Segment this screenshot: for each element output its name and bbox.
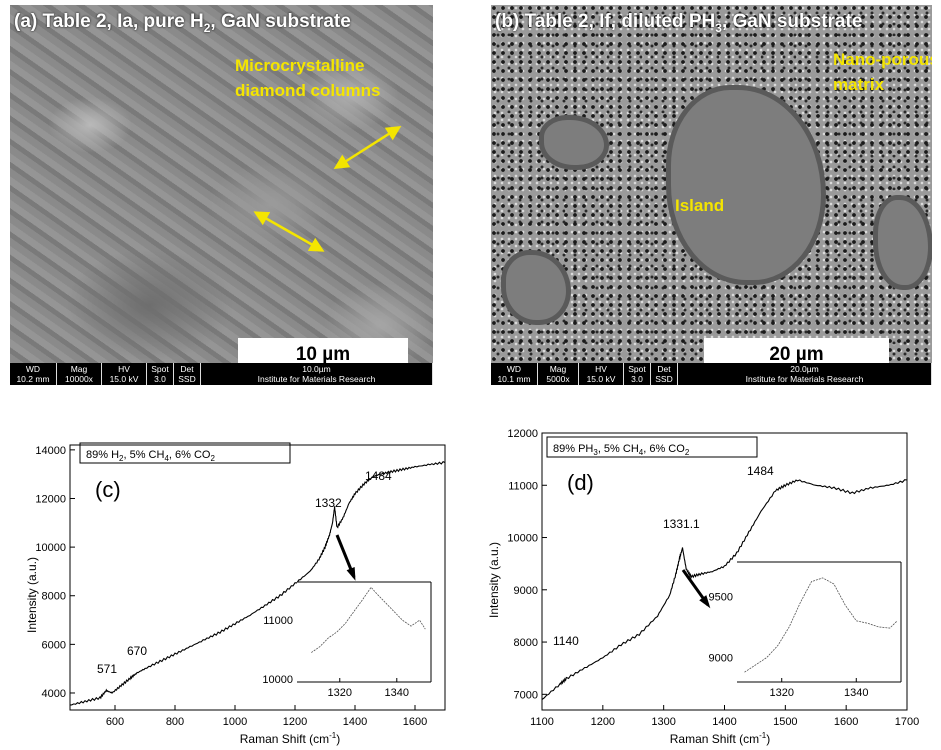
x-tick-label-c: 1400 — [343, 716, 367, 728]
island-label: Island — [675, 196, 725, 215]
annot-d-1484: 1484 — [747, 464, 774, 478]
x-tick-label-c: 1200 — [283, 716, 307, 728]
x-tick-label-d: 1600 — [834, 716, 858, 728]
sem-image-a: (a) Table 2, Ia, pure H2, GaN substrate … — [10, 5, 433, 385]
raman-chart-c: 89% H2, 5% CH4, 6% CO2 (c) Raman Shift (… — [25, 442, 446, 746]
y-tick-label-d: 10000 — [507, 533, 538, 545]
sem-info-bar-a: WD 10.2 mm Mag 10000x HV 15.0 kV Spot 3.0 De… — [10, 363, 433, 385]
sem-image-b: (b) Table 2, If, diluted PH3, GaN substr… — [491, 5, 932, 385]
spectrum-line-c — [69, 461, 446, 706]
inset-x-tick-label-c: 1320 — [328, 687, 352, 699]
zoom-arrow-d — [681, 569, 711, 609]
inset-y-tick-label-d: 9500 — [709, 591, 733, 603]
annot-c-1332: 1332 — [315, 496, 342, 510]
inset-x-tick-label-d: 1340 — [844, 687, 868, 699]
size-arrows — [253, 125, 402, 252]
y-tick-label-c: 8000 — [42, 591, 66, 603]
x-tick-label-d: 1500 — [773, 716, 797, 728]
inset-plot-c: 1320 1340 10000 11000 — [262, 581, 432, 699]
x-tick-label-c: 1000 — [223, 716, 247, 728]
y-tick-label-d: 9000 — [514, 585, 538, 597]
inset-plot-d: 1320 1340 9000 9500 — [709, 561, 902, 699]
annot-d-1140: 1140 — [553, 634, 579, 648]
legend-d-text: 89% PH3, 5% CH4, 6% CO2 — [553, 443, 690, 457]
inset-spectrum-d — [744, 577, 898, 673]
legend-c-text: 89% H2, 5% CH4, 6% CO2 — [86, 449, 215, 463]
legend-box-c: 89% H2, 5% CH4, 6% CO2 — [79, 442, 291, 464]
panel-c-label: (c) — [95, 477, 121, 502]
x-tick-label-c: 800 — [166, 716, 184, 728]
x-tick-label-d: 1400 — [712, 716, 736, 728]
x-tick-label-c: 1600 — [403, 716, 427, 728]
island-small-2 — [501, 250, 571, 325]
sem-info-bar-b: WD 10.1 mm Mag 5000x HV 15.0 kV Spot 3.0 Det… — [491, 363, 932, 385]
plot-frame-c — [69, 444, 446, 711]
y-tick-label-c: 4000 — [42, 688, 66, 700]
y-tick-label-d: 8000 — [514, 637, 538, 649]
zoom-arrow-c — [335, 534, 356, 581]
scale-bar-b-label: 20 µm — [769, 344, 824, 365]
microcrystalline-label: Microcrystalline diamond columns — [235, 56, 381, 100]
y-tick-label-d: 12000 — [507, 428, 538, 440]
y-tick-label-c: 6000 — [42, 639, 66, 651]
nano-porous-label: Nano-porous matrix — [833, 50, 932, 94]
y-axis-label-d: Intensity (a.u.) — [487, 542, 501, 618]
panel-b-title: (b) Table 2, If, diluted PH3, GaN substr… — [495, 11, 863, 35]
inset-x-tick-label-c: 1340 — [385, 687, 409, 699]
x-tick-label-d: 1100 — [530, 716, 554, 728]
annot-c-571: 571 — [97, 662, 117, 676]
y-tick-label-c: 10000 — [35, 542, 66, 554]
inset-y-tick-label-d: 9000 — [709, 653, 733, 665]
x-axis-label-d: Raman Shift (cm-1) — [670, 731, 770, 746]
annot-d-1331: 1331.1 — [663, 517, 700, 531]
panel-a-title: (a) Table 2, Ia, pure H2, GaN substrate — [14, 11, 351, 35]
annot-c-670: 670 — [127, 644, 147, 658]
x-tick-label-c: 600 — [106, 716, 124, 728]
island-small-1 — [539, 115, 609, 170]
inset-y-tick-label-c: 10000 — [262, 674, 293, 686]
y-tick-label-c: 12000 — [35, 493, 66, 505]
y-axis-label-c: Intensity (a.u.) — [25, 557, 39, 633]
scale-bar-a-label: 10 µm — [295, 344, 351, 365]
raman-chart-d: 89% PH3, 5% CH4, 6% CO2 (d) Raman Shift … — [487, 428, 919, 746]
x-tick-label-d: 1200 — [591, 716, 615, 728]
legend-box-d: 89% PH3, 5% CH4, 6% CO2 — [546, 436, 758, 458]
inset-spectrum-c — [311, 586, 426, 653]
y-tick-label-d: 7000 — [514, 689, 538, 701]
island-main — [666, 85, 826, 285]
inset-y-tick-label-c: 11000 — [263, 615, 293, 627]
x-tick-label-d: 1300 — [651, 716, 675, 728]
x-tick-label-d: 1700 — [895, 716, 919, 728]
y-tick-label-d: 11000 — [508, 480, 538, 492]
inset-x-tick-label-d: 1320 — [769, 687, 793, 699]
y-tick-label-c: 14000 — [35, 445, 66, 457]
spectrum-line-d — [541, 479, 908, 700]
island-small-3 — [873, 195, 932, 290]
x-axis-label-c: Raman Shift (cm-1) — [240, 731, 340, 746]
panel-d-label: (d) — [567, 470, 594, 495]
